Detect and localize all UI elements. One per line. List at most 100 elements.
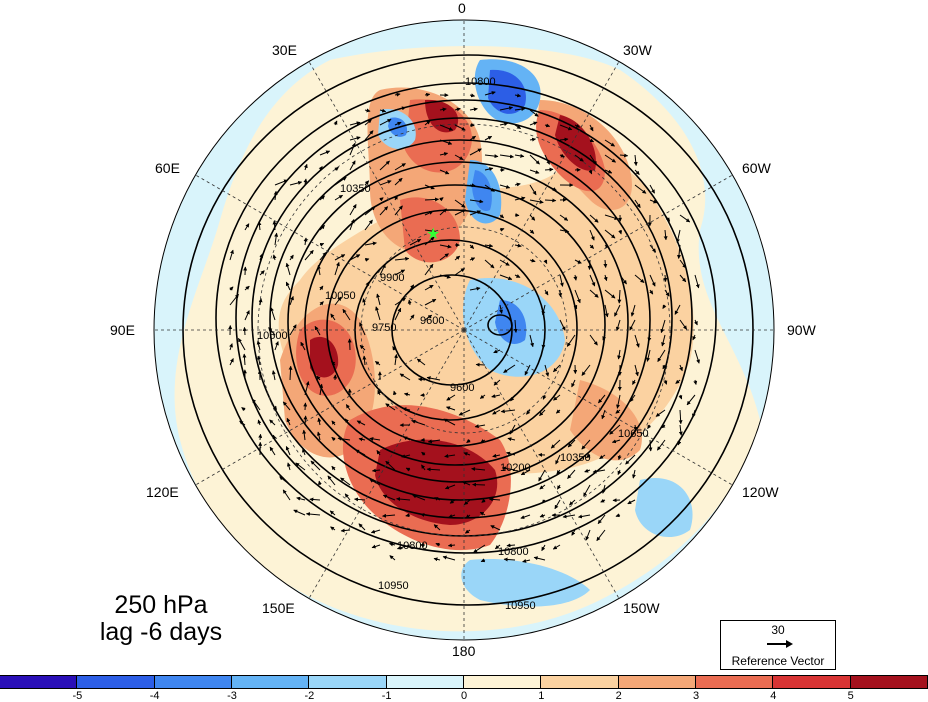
wind-vector bbox=[258, 298, 263, 306]
wind-vector bbox=[454, 255, 461, 261]
wind-vector bbox=[500, 409, 516, 414]
wind-vector bbox=[679, 214, 691, 223]
wind-vector bbox=[433, 524, 441, 531]
wind-vector bbox=[529, 109, 539, 117]
wind-vector bbox=[529, 229, 535, 234]
wind-vector bbox=[585, 453, 591, 459]
wind-vector bbox=[392, 390, 397, 396]
wind-vector bbox=[409, 314, 415, 321]
wind-vector bbox=[571, 379, 576, 388]
wind-vector bbox=[541, 544, 546, 552]
wind-vector bbox=[379, 118, 392, 126]
colorbar-segment bbox=[850, 676, 928, 688]
wind-vector bbox=[302, 448, 306, 456]
wind-vector bbox=[379, 197, 384, 202]
wind-vector bbox=[303, 163, 308, 171]
wind-vector bbox=[592, 469, 606, 474]
wind-vector bbox=[615, 409, 621, 414]
wind-vector bbox=[469, 183, 476, 188]
wind-vector bbox=[634, 184, 647, 194]
wind-vector bbox=[556, 469, 561, 475]
wind-vector bbox=[426, 467, 441, 472]
wind-vector bbox=[499, 227, 505, 232]
wind-vector bbox=[463, 452, 471, 456]
wind-vector bbox=[647, 334, 652, 342]
wind-vector bbox=[403, 392, 411, 397]
wind-vector bbox=[273, 190, 278, 201]
wind-vector bbox=[309, 497, 321, 502]
wind-vector bbox=[603, 274, 608, 282]
wind-vector bbox=[678, 394, 683, 400]
wind-vector bbox=[499, 259, 510, 266]
colorbar-tick-label: 2 bbox=[615, 690, 622, 702]
wind-vector bbox=[303, 415, 308, 426]
wind-vector bbox=[229, 343, 233, 351]
wind-vector bbox=[344, 418, 351, 426]
wind-vector bbox=[619, 153, 629, 158]
wind-vector bbox=[574, 259, 582, 264]
meridians bbox=[154, 20, 774, 640]
colorbar-tick-label: -4 bbox=[149, 690, 160, 702]
wind-vector bbox=[394, 121, 402, 126]
contour-label: 9600 bbox=[420, 315, 445, 327]
colorbar-tick-label: 1 bbox=[538, 690, 545, 702]
wind-vector bbox=[424, 236, 435, 246]
wind-vector bbox=[379, 108, 387, 113]
wind-vector bbox=[340, 477, 351, 486]
wind-vector bbox=[362, 355, 367, 366]
wind-vector bbox=[529, 199, 544, 204]
colorbar-tick-label: 0 bbox=[460, 690, 468, 702]
wind-vector bbox=[510, 394, 516, 402]
blue-patch bbox=[461, 559, 590, 607]
wind-vector bbox=[426, 376, 441, 381]
wind-vector bbox=[318, 166, 323, 171]
wind-vector bbox=[567, 439, 576, 448]
wind-vector bbox=[615, 513, 621, 518]
wind-vector bbox=[474, 424, 486, 429]
wind-vector bbox=[435, 542, 441, 547]
wind-vector bbox=[634, 199, 641, 209]
wind-vector bbox=[394, 163, 406, 171]
meridian-line bbox=[308, 329, 465, 599]
lon-label-120w: 120W bbox=[742, 484, 779, 500]
wind-vector bbox=[319, 285, 324, 291]
wind-vector bbox=[385, 460, 396, 471]
wind-vector bbox=[559, 124, 573, 131]
wind-vector bbox=[574, 154, 584, 162]
wind-vector bbox=[514, 107, 526, 112]
wind-vector bbox=[442, 555, 456, 561]
contour-9900 bbox=[326, 209, 578, 447]
wind-vector bbox=[289, 295, 294, 306]
wind-vector bbox=[581, 364, 591, 376]
wind-vector bbox=[375, 306, 381, 321]
wind-vector bbox=[416, 358, 426, 366]
wind-vector bbox=[522, 558, 531, 563]
wind-vector bbox=[446, 394, 456, 401]
wind-vector bbox=[686, 394, 696, 406]
wind-vector bbox=[492, 409, 501, 415]
wind-vector bbox=[514, 274, 521, 278]
wind-vector bbox=[349, 219, 355, 231]
wind-vector bbox=[434, 497, 441, 501]
wind-vector bbox=[447, 543, 456, 548]
wind-vector bbox=[349, 160, 356, 171]
lon-label-0: 0 bbox=[458, 0, 466, 16]
wind-vector bbox=[394, 297, 407, 306]
wind-vector bbox=[543, 259, 548, 265]
wind-vector bbox=[439, 253, 449, 261]
wind-vector bbox=[617, 289, 622, 304]
wind-vector bbox=[469, 199, 484, 204]
meridian-line bbox=[463, 329, 620, 599]
wind-vector bbox=[334, 296, 342, 306]
wind-vector bbox=[493, 349, 501, 354]
wind-vector bbox=[259, 253, 263, 261]
wind-vector bbox=[604, 169, 613, 174]
wind-vector bbox=[364, 241, 377, 246]
wind-vector bbox=[304, 381, 310, 396]
wind-vector bbox=[303, 237, 308, 246]
colorbar-tick-label: -2 bbox=[304, 690, 315, 702]
wind-vector bbox=[573, 304, 578, 310]
wind-vector bbox=[405, 513, 411, 518]
wind-vector bbox=[330, 313, 336, 321]
